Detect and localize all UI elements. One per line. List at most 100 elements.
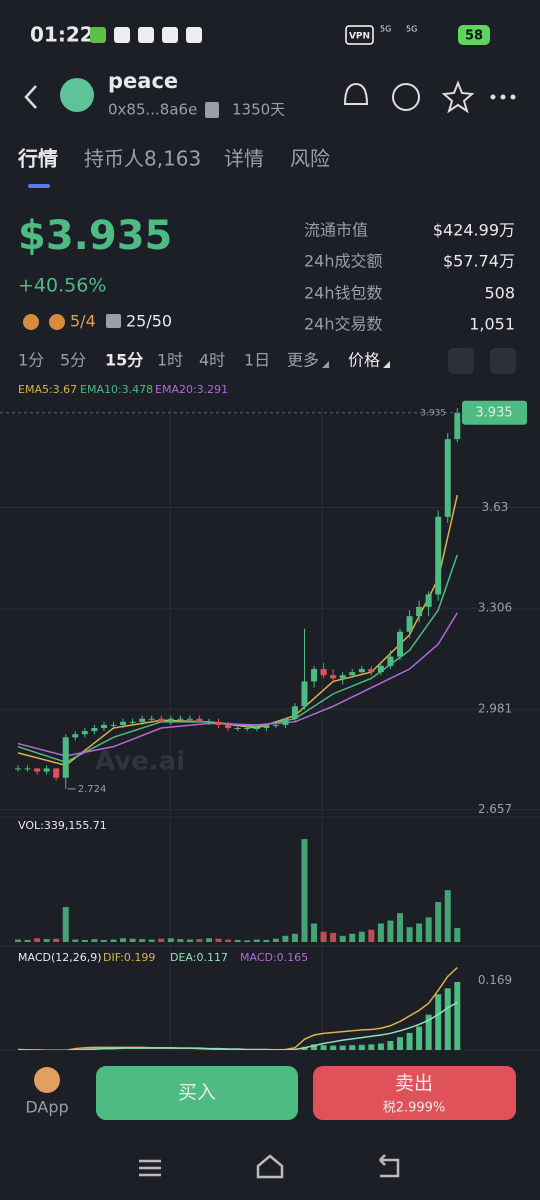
- dapp-icon[interactable]: [34, 1067, 60, 1093]
- badge-text[interactable]: 25/50: [126, 312, 172, 331]
- candle-body: [368, 669, 375, 673]
- volume-bar: [72, 939, 79, 942]
- candle-body: [120, 721, 127, 725]
- header-actions[interactable]: [343, 80, 475, 114]
- buy-button[interactable]: [96, 1066, 298, 1120]
- interval[interactable]: 5分: [60, 351, 86, 370]
- token-name: peace: [108, 69, 178, 93]
- candle-body: [291, 706, 298, 719]
- macd-dea-line: [17, 1001, 458, 1050]
- copy-icon[interactable]: [205, 102, 219, 118]
- candle-body: [330, 675, 337, 679]
- volume-bar: [129, 938, 136, 942]
- volume-bar: [186, 939, 193, 942]
- sell-button[interactable]: [313, 1066, 516, 1120]
- low-label: 2.724: [78, 784, 107, 795]
- network-label: 5G: [406, 25, 417, 34]
- volume-bar: [320, 931, 327, 942]
- volume-bar: [34, 938, 41, 942]
- macd-bar: [149, 1051, 155, 1052]
- interval[interactable]: 价格: [348, 351, 380, 370]
- candle-body: [110, 724, 117, 726]
- candle-body: [72, 734, 79, 738]
- candle-body: [444, 439, 451, 517]
- volume-bar: [167, 938, 174, 942]
- nav-bar[interactable]: [139, 1154, 400, 1179]
- ema-line: [17, 612, 458, 757]
- interval[interactable]: 1时: [157, 351, 183, 370]
- macd-bar: [358, 1044, 365, 1050]
- candle-body: [425, 594, 432, 607]
- candle-body: [263, 724, 270, 729]
- sell-label[interactable]: 卖出: [395, 1073, 433, 1095]
- badge-icon: [23, 314, 39, 330]
- macd-bar: [377, 1043, 384, 1050]
- dapp-label[interactable]: DApp: [25, 1098, 68, 1117]
- macd-bar: [387, 1040, 394, 1050]
- token-address[interactable]: 0x85...8a6e: [108, 101, 197, 119]
- candle-body: [244, 728, 251, 730]
- interval[interactable]: 4时: [199, 351, 225, 370]
- candle-body: [158, 718, 165, 722]
- volume-bar: [53, 938, 60, 942]
- y-tick-label: 3.306: [478, 601, 512, 615]
- candle-body: [282, 718, 289, 725]
- volume-bar: [416, 923, 423, 942]
- volume-bar: [377, 923, 384, 942]
- dropdown-arrow: [383, 361, 390, 368]
- y-tick-label: 2.657: [478, 802, 512, 816]
- macd-title: MACD(12,26,9): [18, 951, 102, 964]
- volume-bar: [139, 939, 146, 942]
- candle-body: [100, 724, 107, 729]
- macd-dif-line: [18, 966, 458, 1050]
- candle-body: [62, 737, 69, 778]
- macd-tick-label: 0.169: [478, 973, 512, 987]
- stat-value: 508: [484, 284, 515, 303]
- interval[interactable]: 更多: [287, 351, 319, 370]
- candle-body: [81, 731, 88, 735]
- volume-bar: [62, 907, 69, 942]
- tool-button[interactable]: [448, 348, 474, 374]
- volume-bar: [177, 939, 184, 942]
- volume-bar: [196, 939, 203, 942]
- macd-bar: [339, 1045, 346, 1050]
- tab[interactable]: 持币人8,163: [84, 147, 201, 171]
- volume-bar: [24, 939, 31, 942]
- candle-body: [435, 516, 442, 595]
- macd-bar: [368, 1044, 375, 1050]
- volume-bar: [120, 938, 127, 942]
- interval[interactable]: 1分: [18, 351, 44, 370]
- ema-legend: EMA5:3.67: [18, 383, 77, 396]
- volume-bar: [272, 938, 279, 942]
- macd-dea: DEA:0.117: [170, 951, 228, 964]
- tab[interactable]: 行情: [17, 147, 58, 171]
- tab[interactable]: 详情: [224, 147, 264, 171]
- candle-body: [406, 616, 413, 632]
- more-button[interactable]: [490, 94, 516, 100]
- volume-bar: [148, 939, 155, 942]
- candle-body: [196, 718, 203, 722]
- volume-bar: [15, 939, 21, 942]
- stat-label: 流通市值: [304, 221, 368, 240]
- volume-bar: [234, 939, 241, 942]
- macd-bar: [292, 1051, 298, 1052]
- macd-bar: [425, 1014, 432, 1050]
- candle-body: [234, 728, 241, 730]
- volume-bar: [291, 933, 298, 942]
- macd-bar: [139, 1051, 145, 1052]
- back-button[interactable]: [24, 85, 37, 109]
- volume-bar: [406, 927, 413, 942]
- badge-text: 5/4: [70, 312, 96, 331]
- macd-plot: [17, 966, 461, 1052]
- volume-bar: [454, 928, 461, 942]
- volume-bar: [330, 932, 337, 942]
- buy-label[interactable]: 买入: [178, 1082, 216, 1104]
- candle-body: [416, 606, 423, 617]
- interval[interactable]: 1日: [244, 351, 270, 370]
- tab[interactable]: 风险: [290, 147, 330, 171]
- macd-bar: [100, 1049, 107, 1050]
- interval[interactable]: 15分: [105, 351, 143, 370]
- vpn-label: VPN: [349, 32, 370, 42]
- tool-button[interactable]: [490, 348, 516, 374]
